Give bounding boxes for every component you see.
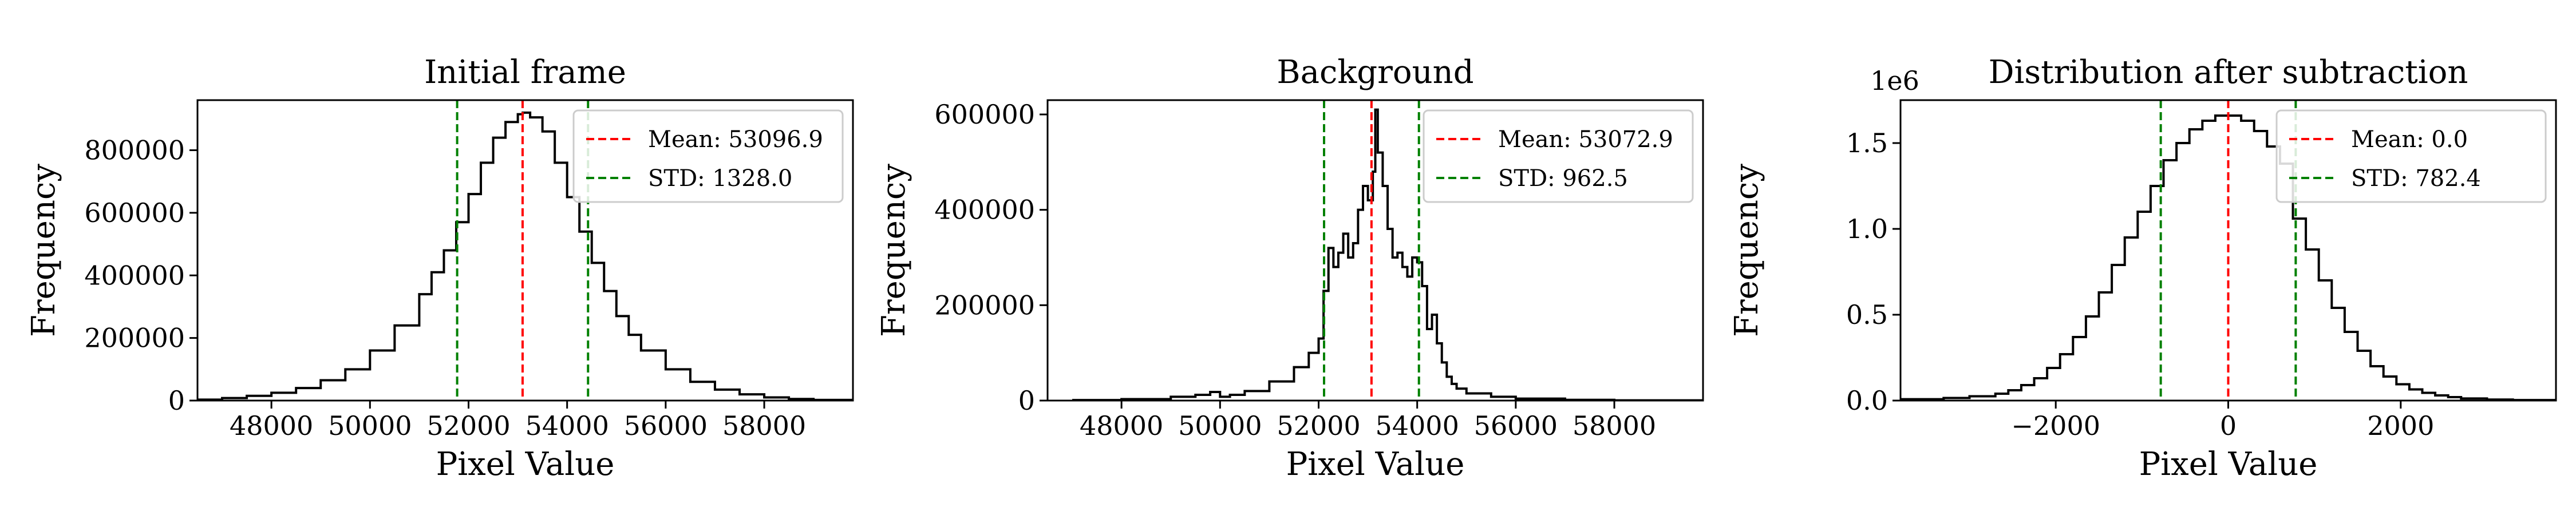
x-axis-label: Pixel Value — [2139, 446, 2318, 483]
legend-std-label: STD: 1328.0 — [648, 165, 792, 192]
x-tick-label: 54000 — [526, 410, 609, 441]
x-tick-label: 2000 — [2367, 410, 2434, 441]
x-tick-label: 56000 — [1474, 410, 1558, 441]
x-tick-label: 50000 — [1178, 410, 1262, 441]
legend: Mean: 53072.9 STD: 962.5 — [1423, 109, 1694, 203]
y-tick-label: 200000 — [84, 323, 185, 354]
axes-frame — [196, 99, 854, 402]
x-axis-label: Pixel Value — [436, 446, 615, 483]
x-tick-label: −2000 — [2011, 410, 2100, 441]
chart-panel-3: −2000 0 2000 0.0 0.5 1.0 1.5 1e6 Distribution af… — [1728, 54, 2557, 483]
histogram-line — [1072, 108, 1703, 401]
legend-mean-label: Mean: 53072.9 — [1498, 126, 1673, 153]
x-tick-label: 54000 — [1376, 410, 1459, 441]
legend-mean-label: Mean: 53096.9 — [648, 126, 823, 153]
x-tick-label: 58000 — [1573, 410, 1656, 441]
chart-panel-1: 48000 50000 52000 54000 56000 58000 0 200000 400… — [25, 54, 854, 483]
y-tick-label: 600000 — [84, 197, 185, 228]
chart-title: Initial frame — [424, 54, 626, 91]
legend: Mean: 53096.9 STD: 1328.0 — [572, 109, 844, 203]
y-tick-label: 0.0 — [1846, 385, 1888, 416]
legend-std-label: STD: 782.4 — [2351, 165, 2481, 192]
chart-panel-2: 48000 50000 52000 54000 56000 58000 0 200000 400… — [875, 54, 1704, 483]
x-axis-label: Pixel Value — [1286, 446, 1465, 483]
x-tick-label: 52000 — [426, 410, 510, 441]
chart-title: Distribution after subtraction — [1989, 54, 2468, 91]
y-axis-label: Frequency — [875, 164, 912, 337]
legend: Mean: 0.0 STD: 782.4 — [2275, 109, 2547, 203]
y-offset-label: 1e6 — [1870, 65, 1919, 96]
legend-box — [572, 109, 844, 203]
legend-std-label: STD: 962.5 — [1498, 165, 1628, 192]
axes-frame — [1046, 99, 1704, 402]
y-tick-label: 1.0 — [1846, 213, 1888, 244]
y-tick-label: 400000 — [934, 195, 1035, 225]
y-axis-label: Frequency — [25, 164, 62, 337]
x-tick-label: 52000 — [1277, 410, 1360, 441]
y-tick-label: 400000 — [84, 260, 185, 291]
x-tick-label: 48000 — [230, 410, 313, 441]
y-tick-label: 0 — [1018, 385, 1035, 416]
legend-box — [1423, 109, 1694, 203]
y-tick-label: 0.5 — [1846, 299, 1888, 330]
x-tick-label: 56000 — [624, 410, 708, 441]
y-tick-label: 800000 — [84, 135, 185, 166]
legend-box — [2275, 109, 2547, 203]
chart-title: Background — [1277, 54, 1473, 91]
x-tick-label: 48000 — [1080, 410, 1163, 441]
y-axis-label: Frequency — [1728, 164, 1765, 337]
legend-mean-label: Mean: 0.0 — [2351, 126, 2468, 153]
x-tick-label: 58000 — [722, 410, 806, 441]
y-tick-label: 200000 — [934, 290, 1035, 320]
y-tick-label: 1.5 — [1846, 128, 1888, 159]
x-tick-label: 0 — [2220, 410, 2237, 441]
y-tick-label: 0 — [168, 385, 185, 416]
y-tick-label: 600000 — [934, 99, 1035, 130]
x-tick-label: 50000 — [328, 410, 412, 441]
